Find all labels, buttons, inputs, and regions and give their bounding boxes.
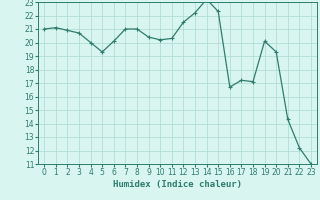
X-axis label: Humidex (Indice chaleur): Humidex (Indice chaleur) [113,180,242,189]
